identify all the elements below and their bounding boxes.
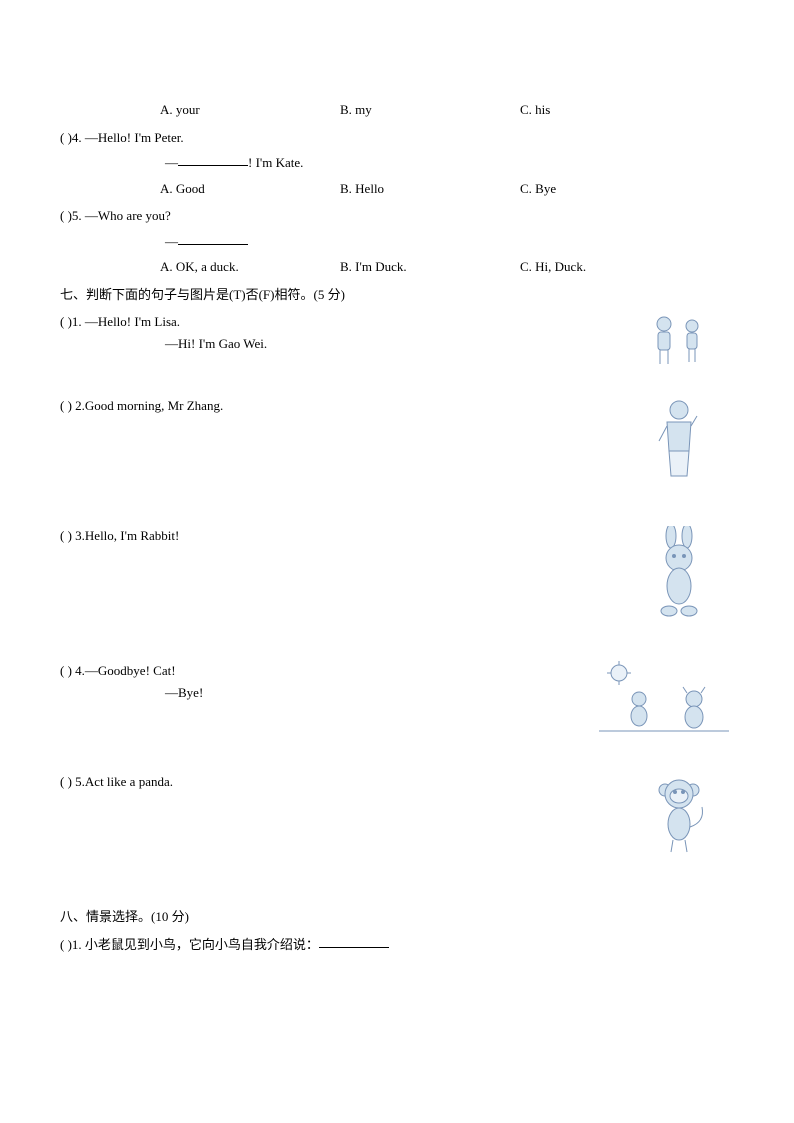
section8-title: 八、情景选择。(10 分) [60, 907, 734, 927]
q4-choices: A. Good B. Hello C. Bye [60, 179, 734, 199]
q5-choice-c: C. Hi, Duck. [520, 257, 700, 277]
s7-item2: ( ) 2.Good morning, Mr Zhang. [60, 396, 734, 486]
s7-i1-l2: —Hi! I'm Gao Wei. [165, 334, 267, 354]
q5-choice-a: A. OK, a duck. [160, 257, 340, 277]
q4-text: ( )4. —Hello! I'm Peter. [60, 128, 184, 148]
s8-i1-blank [319, 935, 389, 948]
s7-i5-l1: ( ) 5.Act like a panda. [60, 772, 173, 792]
q4-post: ! I'm Kate. [248, 153, 303, 173]
q3-choice-b: B. my [340, 100, 520, 120]
q4-choice-b: B. Hello [340, 179, 520, 199]
q5-text: ( )5. —Who are you? [60, 206, 171, 226]
s7-item4: ( ) 4.—Goodbye! Cat! —Bye! [60, 661, 734, 736]
rabbit-icon [647, 526, 712, 621]
monkey-icon [647, 772, 712, 857]
q5-line1: ( )5. —Who are you? [60, 206, 734, 226]
s7-item3: ( ) 3.Hello, I'm Rabbit! [60, 526, 734, 621]
q5-choices: A. OK, a duck. B. I'm Duck. C. Hi, Duck. [60, 257, 734, 277]
s8-i1-text: ( )1. 小老鼠见到小鸟，它向小鸟自我介绍说： [60, 935, 319, 955]
q4-choice-a: A. Good [160, 179, 340, 199]
s8-item1: ( )1. 小老鼠见到小鸟，它向小鸟自我介绍说： [60, 935, 734, 955]
s7-i1-image [624, 312, 734, 372]
q4-line1: ( )4. —Hello! I'm Peter. [60, 128, 734, 148]
two-kids-icon [644, 312, 714, 372]
q3-choice-a: A. your [160, 100, 340, 120]
s7-i4-l2: —Bye! [165, 683, 203, 703]
s7-i3-image [624, 526, 734, 621]
q4-choice-c: C. Bye [520, 179, 700, 199]
q3-choice-c: C. his [520, 100, 700, 120]
q5-blank [178, 232, 248, 245]
s7-item1: ( )1. —Hello! I'm Lisa. —Hi! I'm Gao Wei… [60, 312, 734, 372]
q4-line2: — ! I'm Kate. [60, 153, 734, 173]
s7-i4-l1: ( ) 4.—Goodbye! Cat! [60, 661, 176, 681]
q5-line2: — [60, 232, 734, 252]
s7-i1-l1: ( )1. —Hello! I'm Lisa. [60, 312, 180, 332]
goodbye-scene-icon [599, 661, 729, 736]
s7-i3-l1: ( ) 3.Hello, I'm Rabbit! [60, 526, 179, 546]
teacher-icon [649, 396, 709, 486]
q5-pre: — [165, 232, 178, 252]
s7-i2-image [624, 396, 734, 486]
section7-title: 七、判断下面的句子与图片是(T)否(F)相符。(5 分) [60, 285, 734, 305]
s7-item5: ( ) 5.Act like a panda. [60, 772, 734, 857]
s7-i5-image [624, 772, 734, 857]
q3-choices: A. your B. my C. his [60, 100, 734, 120]
q4-blank [178, 153, 248, 166]
q4-pre: — [165, 153, 178, 173]
s7-i4-image [594, 661, 734, 736]
q5-choice-b: B. I'm Duck. [340, 257, 520, 277]
s7-i2-l1: ( ) 2.Good morning, Mr Zhang. [60, 396, 223, 416]
